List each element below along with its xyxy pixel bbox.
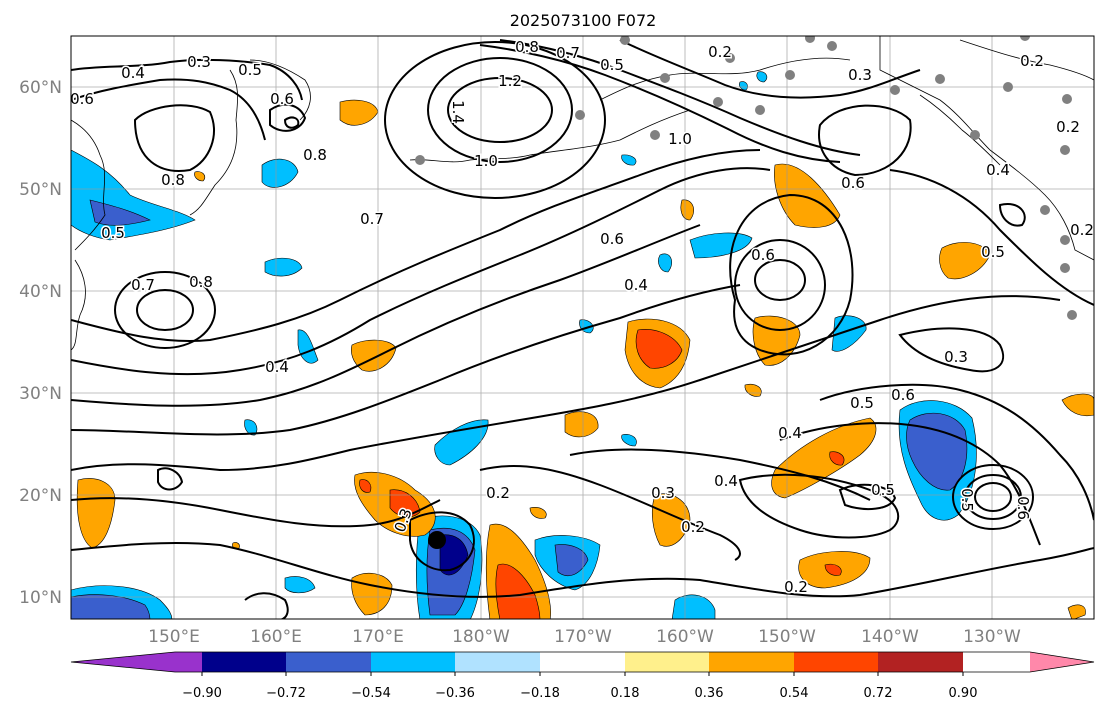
contour-label: 0.5 [600, 56, 624, 74]
lon-label: 180°W [452, 627, 510, 647]
contour-label: 0.5 [238, 61, 262, 79]
colorbar-segment [540, 652, 625, 672]
contour-label: 0.6 [841, 174, 865, 192]
lat-label: 30°N [19, 384, 62, 404]
contour-label: 0.4 [265, 358, 289, 376]
coastlines [71, 36, 1094, 351]
map-title: 2025073100 F072 [510, 11, 657, 30]
lat-label: 40°N [19, 282, 62, 302]
contour-label: 0.8 [161, 171, 185, 189]
contour-label: 0.2 [681, 518, 705, 536]
contour-label: 0.3 [651, 484, 675, 502]
colorbar-outline [70, 651, 1095, 673]
colorbar-tick-label: 0.90 [949, 686, 978, 701]
contour-label: 0.2 [1020, 52, 1044, 70]
latitude-labels: 60°N 50°N 40°N 30°N 20°N 10°N [19, 78, 62, 608]
lon-label: 160°W [656, 627, 714, 647]
lat-label: 20°N [19, 486, 62, 506]
lon-label: 160°E [250, 627, 302, 647]
contour-label: 0.6 [1014, 496, 1032, 520]
contour-label: 0.5 [850, 394, 874, 412]
colorbar-extend-high [1030, 652, 1094, 672]
lat-label: 60°N [19, 78, 62, 98]
contour-label: 0.3 [848, 66, 872, 84]
colorbar-tick-label: 0.36 [695, 686, 724, 701]
colorbar-tick-label: 0.54 [780, 686, 809, 701]
contour-label: 0.4 [986, 161, 1010, 179]
colorbar-segment [286, 652, 371, 672]
colorbar-segment [202, 652, 286, 672]
lat-label: 50°N [19, 180, 62, 200]
contour-label: 0.5 [958, 488, 976, 512]
map-area: 0.4 0.3 0.5 0.6 0.6 0.8 0.8 0.7 0.8 0.7 … [70, 36, 1094, 619]
colorbar-segment [878, 652, 963, 672]
colorbar-segment [794, 652, 878, 672]
lon-label: 150°E [148, 627, 200, 647]
colorbar-segment [371, 652, 455, 672]
colorbar-tick-label: −0.90 [182, 686, 222, 701]
contour-lines [71, 39, 1094, 619]
lon-label: 150°W [758, 627, 816, 647]
colorbar-tick-label: 0.72 [864, 686, 893, 701]
contour-label: 0.5 [981, 243, 1005, 261]
colorbar-extend-low [71, 652, 175, 672]
contour-label: 0.4 [624, 276, 648, 294]
contour-label: 0.2 [784, 578, 808, 596]
colorbar-tick-label: −0.18 [520, 686, 560, 701]
storm-center-marker [428, 531, 446, 549]
colorbar-segment [709, 652, 794, 672]
contour-label: 0.5 [101, 224, 125, 242]
colorbar-tick-label: −0.72 [266, 686, 306, 701]
lon-label: 140°W [861, 627, 919, 647]
contour-label: 0.4 [121, 64, 145, 82]
contour-label: 0.6 [891, 386, 915, 404]
contour-label: 0.6 [70, 90, 94, 108]
colorbar-tick-label: 0.18 [611, 686, 640, 701]
contour-label: 1.0 [474, 152, 498, 170]
contour-label: 0.7 [131, 276, 155, 294]
colorbar-tick-labels: −0.90 −0.72 −0.54 −0.36 −0.18 0.18 0.36 … [182, 686, 977, 701]
colorbar-segment [625, 652, 709, 672]
contour-label: 0.8 [189, 273, 213, 291]
colorbar-segment [175, 652, 202, 672]
lon-label: 170°W [554, 627, 612, 647]
contour-label: 0.8 [515, 38, 539, 56]
contour-value-labels: 0.4 0.3 0.5 0.6 0.6 0.8 0.8 0.7 0.8 0.7 … [70, 37, 1094, 598]
contour-label: 0.4 [778, 424, 802, 442]
contour-label: 0.3 [944, 348, 968, 366]
contour-label: 0.4 [714, 472, 738, 490]
contour-label: 0.7 [360, 210, 384, 228]
contour-label: 0.6 [600, 230, 624, 248]
contour-label: 0.5 [871, 481, 895, 499]
lon-label: 170°E [352, 627, 404, 647]
lat-label: 10°N [19, 588, 62, 608]
contour-label: 1.0 [668, 130, 692, 148]
longitude-labels: 150°E 160°E 170°E 180°W 170°W 160°W 150°… [148, 627, 1021, 647]
colorbar-tick-label: −0.36 [435, 686, 475, 701]
station-markers [415, 36, 1077, 320]
contour-label: 0.2 [1056, 118, 1080, 136]
gridlines [71, 36, 1094, 619]
contour-label: 0.3 [187, 53, 211, 71]
map-frame [70, 35, 1095, 620]
contour-label: 1.2 [498, 72, 522, 90]
contour-label: 0.6 [751, 246, 775, 264]
colorbar-segment [455, 652, 540, 672]
contour-label: 0.6 [270, 90, 294, 108]
contour-label: 0.2 [1070, 221, 1094, 239]
lon-label: 130°W [963, 627, 1021, 647]
contour-label: 0.7 [556, 44, 580, 62]
colorbar-tick-label: −0.54 [351, 686, 391, 701]
contour-label: 0.2 [708, 43, 732, 61]
contour-label: 0.8 [303, 146, 327, 164]
colorbar [70, 651, 1095, 676]
contour-label: 1.4 [449, 100, 467, 124]
contour-label: 0.2 [486, 484, 510, 502]
